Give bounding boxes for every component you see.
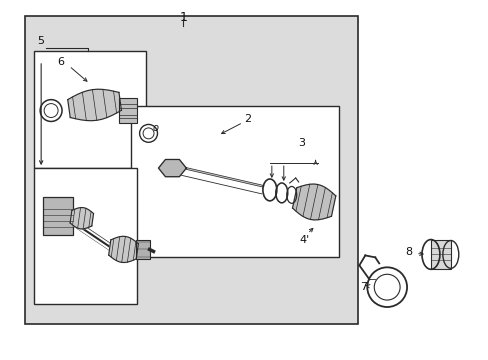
- Text: 8: 8: [405, 247, 412, 257]
- Bar: [43, 197, 73, 235]
- Polygon shape: [158, 159, 186, 177]
- Bar: [34, 51, 145, 168]
- Bar: [34, 168, 136, 304]
- Text: 1: 1: [179, 11, 187, 24]
- Bar: [119, 98, 136, 123]
- Bar: [135, 239, 149, 260]
- Text: 3: 3: [298, 138, 305, 148]
- Text: 6: 6: [58, 57, 64, 67]
- Polygon shape: [68, 89, 121, 121]
- Text: o: o: [152, 123, 158, 134]
- Bar: [25, 16, 358, 324]
- Polygon shape: [292, 184, 335, 220]
- Bar: [430, 239, 450, 269]
- Text: 2: 2: [244, 113, 251, 123]
- Text: 4': 4': [299, 235, 309, 244]
- Polygon shape: [108, 236, 138, 262]
- Bar: [130, 105, 339, 257]
- Text: 7: 7: [359, 282, 366, 292]
- Polygon shape: [70, 208, 93, 229]
- Text: 5: 5: [38, 36, 44, 46]
